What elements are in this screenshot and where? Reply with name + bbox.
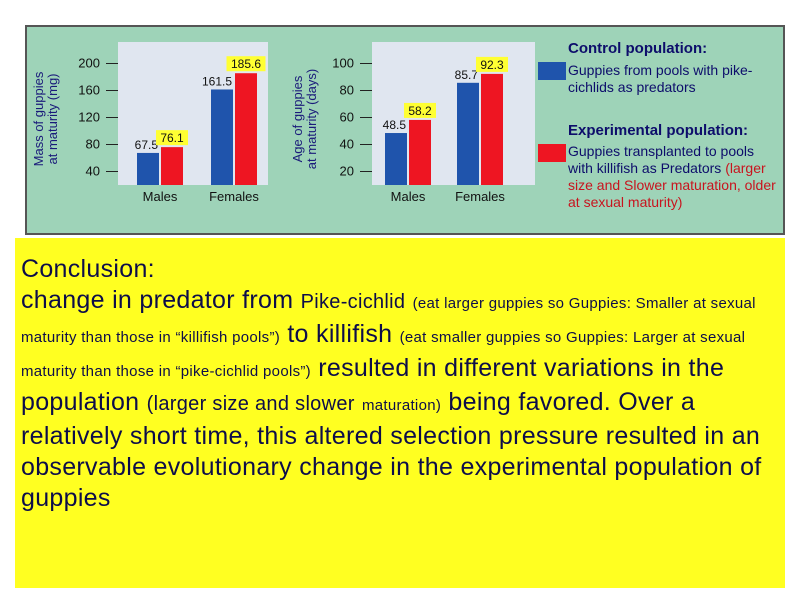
conclusion-part-4: to bbox=[287, 320, 309, 348]
legend-experimental-text-highlight: (larger size and Slower maturation, olde… bbox=[568, 160, 776, 210]
chart1-bar-experimental-males bbox=[161, 147, 183, 185]
chart2-ytick-label-80: 80 bbox=[340, 83, 354, 98]
chart1-data-label-experimental-females-bg bbox=[226, 56, 266, 72]
legend-experimental-text: Guppies transplanted to pools with killi… bbox=[568, 143, 778, 211]
chart2-data-label-experimental-males: 58.2 bbox=[408, 104, 432, 118]
legend-control-text: Guppies from pools with pike-cichlids as… bbox=[568, 62, 753, 95]
chart2-data-label-experimental-females: 92.3 bbox=[480, 58, 504, 72]
chart1-data-label-experimental-males: 76.1 bbox=[160, 131, 184, 145]
conclusion-heading: Conclusion: bbox=[21, 255, 155, 283]
chart2-data-label-experimental-males-bg bbox=[404, 102, 436, 118]
chart1-ytick-label-200: 200 bbox=[78, 56, 100, 71]
legend-control-swatch bbox=[538, 62, 566, 80]
conclusion-part-3: (eat larger guppies so Guppies: Smaller … bbox=[21, 295, 756, 346]
chart2-ytick-label-20: 20 bbox=[340, 164, 354, 179]
conclusion-part-10: being favored. Over a relatively short t… bbox=[21, 388, 762, 512]
chart2-bar-control-females bbox=[457, 82, 479, 185]
legend-experimental-text-main: Guppies transplanted to pools with killi… bbox=[568, 143, 755, 176]
chart2-ytick-label-100: 100 bbox=[332, 56, 354, 71]
chart1-ytick-label-80: 80 bbox=[86, 137, 100, 152]
chart1-bar-control-females bbox=[211, 89, 233, 185]
chart1-xtick-label-males: Males bbox=[143, 189, 178, 204]
legend-experimental-title: Experimental population: bbox=[568, 122, 749, 139]
conclusion-part-8: (larger size and slower bbox=[146, 393, 355, 415]
conclusion-part-6: (eat smaller guppies so Guppies: Larger … bbox=[21, 329, 746, 380]
legend-experimental-swatch bbox=[538, 144, 566, 162]
chart2-data-label-control-females: 85.7 bbox=[455, 68, 479, 82]
chart1-bar-control-males bbox=[137, 152, 159, 185]
chart-canvas: 40 80 120 160 200 Males Females 67.5 161.5 76.1 18… bbox=[78, 42, 535, 204]
chart1-data-label-experimental-females: 185.6 bbox=[231, 57, 261, 71]
chart1-data-label-control-males: 67.5 bbox=[135, 138, 159, 152]
chart2-xtick-label-females: Females bbox=[455, 189, 505, 204]
chart2-bar-control-males bbox=[385, 133, 407, 185]
chart1-ytick-label-40: 40 bbox=[86, 164, 100, 179]
conclusion-part-5: killifish bbox=[316, 320, 393, 348]
chart2-ytick-label-40: 40 bbox=[340, 137, 354, 152]
conclusion-part-9: maturation) bbox=[361, 397, 442, 414]
conclusion-part-7: resulted in different variations in the … bbox=[21, 354, 725, 416]
chart1-ytick-label-120: 120 bbox=[78, 110, 100, 125]
conclusion-part-2: Pike-cichlid bbox=[300, 291, 406, 313]
chart1-xtick-label-females: Females bbox=[209, 189, 259, 204]
legend-control-title: Control population: bbox=[568, 40, 708, 57]
chart2-ytick-label-60: 60 bbox=[340, 110, 354, 125]
chart2-data-label-experimental-females-bg bbox=[476, 56, 508, 72]
chart2-data-label-control-males: 48.5 bbox=[383, 118, 407, 132]
conclusion-box: Conclusion: change in predator from Pike-… bbox=[15, 238, 785, 588]
chart2-xtick-label-males: Males bbox=[391, 189, 426, 204]
chart1-bar-experimental-females bbox=[235, 73, 257, 185]
chart2-bar-experimental-females bbox=[481, 73, 503, 185]
chart2-bar-experimental-males bbox=[409, 119, 431, 185]
chart1-data-label-experimental-males-bg bbox=[156, 130, 188, 146]
conclusion-part-1: change in predator from bbox=[21, 286, 294, 314]
chart1-data-label-control-females: 161.5 bbox=[202, 74, 232, 88]
chart1-ytick-label-160: 160 bbox=[78, 83, 100, 98]
legend-experimental-text-predators: Predators bbox=[660, 160, 722, 176]
